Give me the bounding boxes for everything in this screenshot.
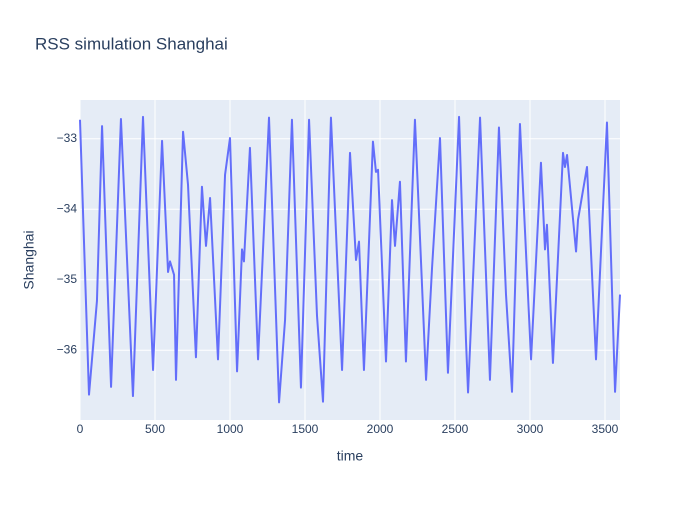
y-tick-label: −36 (57, 342, 78, 356)
x-tick-label: 2500 (442, 422, 469, 436)
x-tick-label: 3000 (517, 422, 544, 436)
x-tick-label: 0 (77, 422, 84, 436)
x-tick-label: 500 (145, 422, 165, 436)
x-axis-title: time (337, 448, 364, 464)
x-tick-label: 1000 (217, 422, 244, 436)
line-series (79, 115, 621, 404)
x-tick-label: 1500 (292, 422, 319, 436)
y-tick-label: −34 (57, 201, 78, 215)
chart-title: RSS simulation Shanghai (35, 34, 228, 53)
y-axis-title: Shanghai (21, 230, 37, 289)
x-tick-label: 3500 (592, 422, 619, 436)
y-tick-label: −35 (57, 272, 78, 286)
x-tick-label: 2000 (367, 422, 394, 436)
y-tick-label: −33 (57, 131, 78, 145)
